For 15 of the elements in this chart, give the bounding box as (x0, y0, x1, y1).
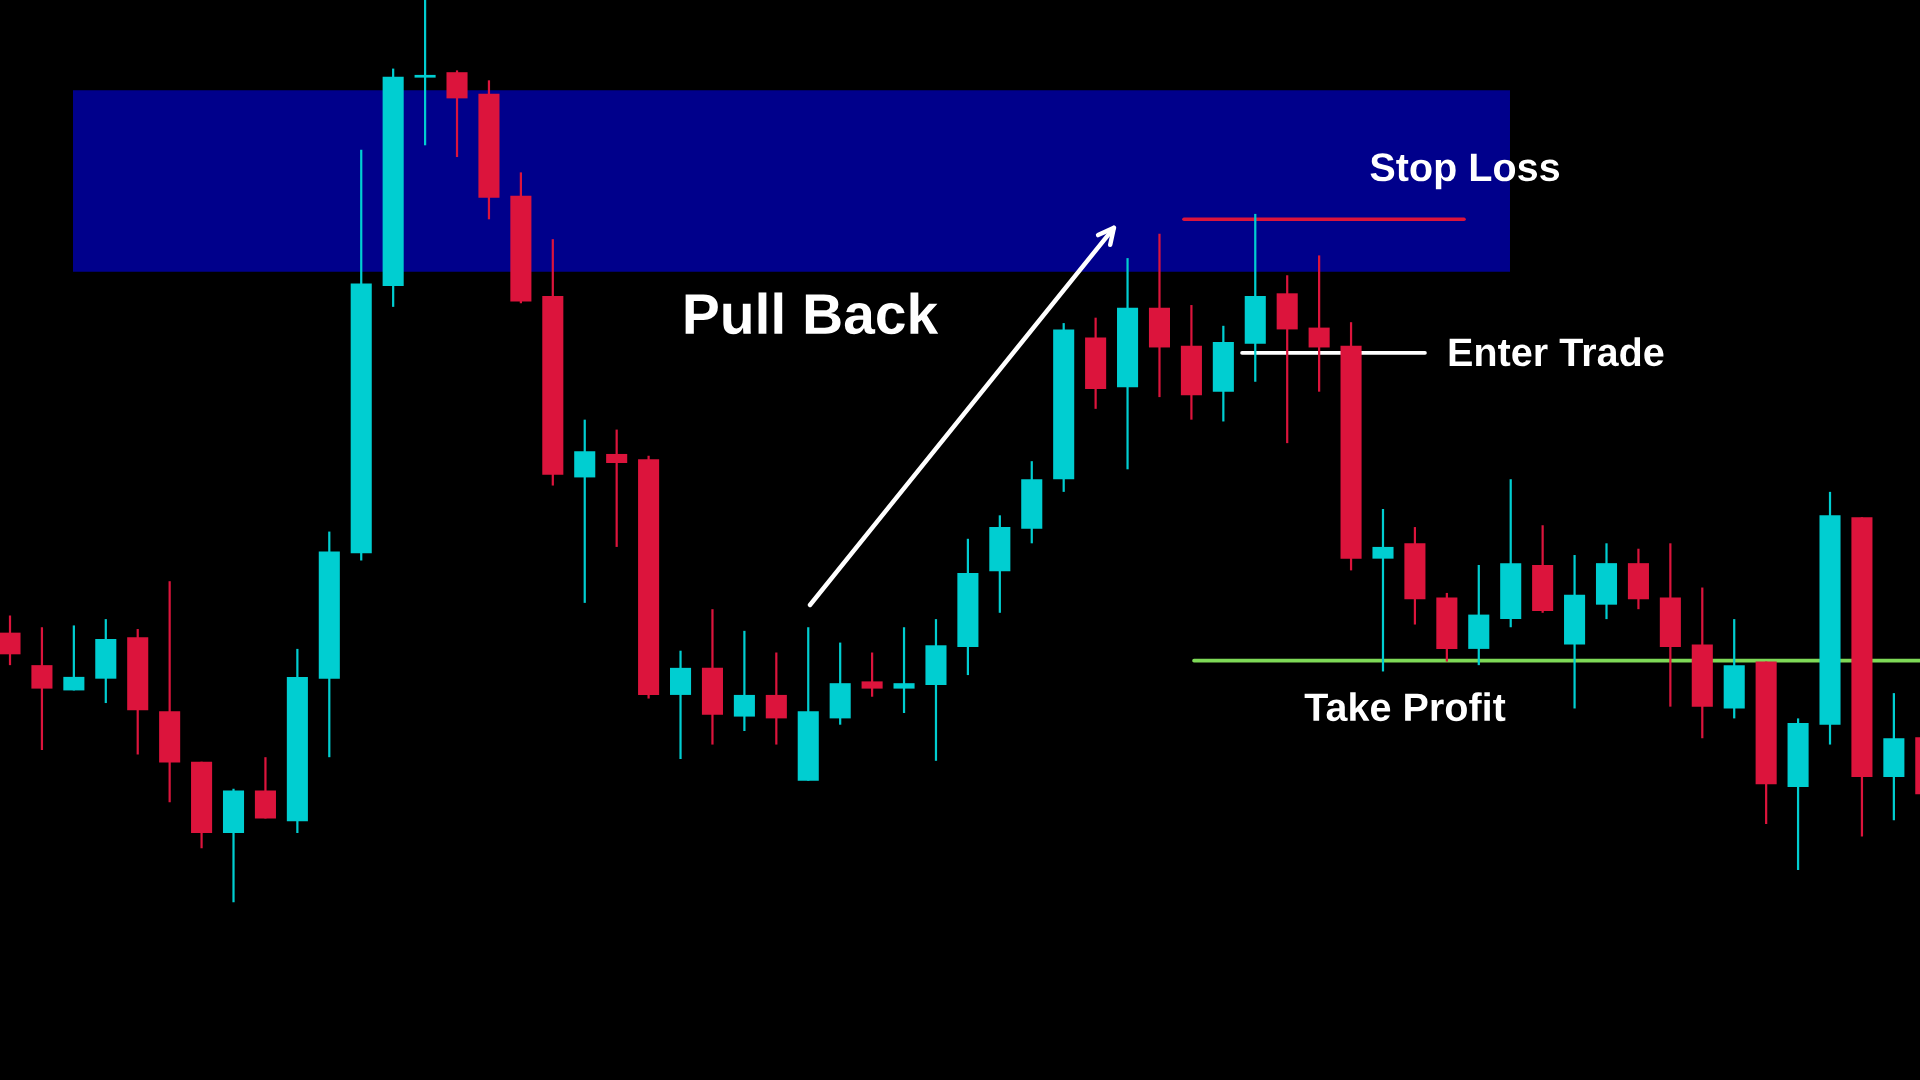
candlestick (893, 626, 915, 715)
candlestick (765, 651, 787, 746)
candlestick (1372, 507, 1394, 673)
candlestick (861, 651, 883, 698)
candlestick (414, 0, 436, 147)
ref-line-label: Stop Loss (1370, 153, 1560, 190)
candlestick (63, 624, 85, 692)
ref-line-label: Enter Trade (1449, 337, 1664, 367)
ref-line-label: Take Profit (1304, 692, 1506, 722)
candlestick (0, 614, 21, 667)
annotation: Pull Back (685, 292, 939, 335)
candlestick (606, 428, 628, 549)
candlestick (733, 629, 755, 733)
candlestick (31, 626, 53, 752)
candlestick (1308, 254, 1330, 393)
